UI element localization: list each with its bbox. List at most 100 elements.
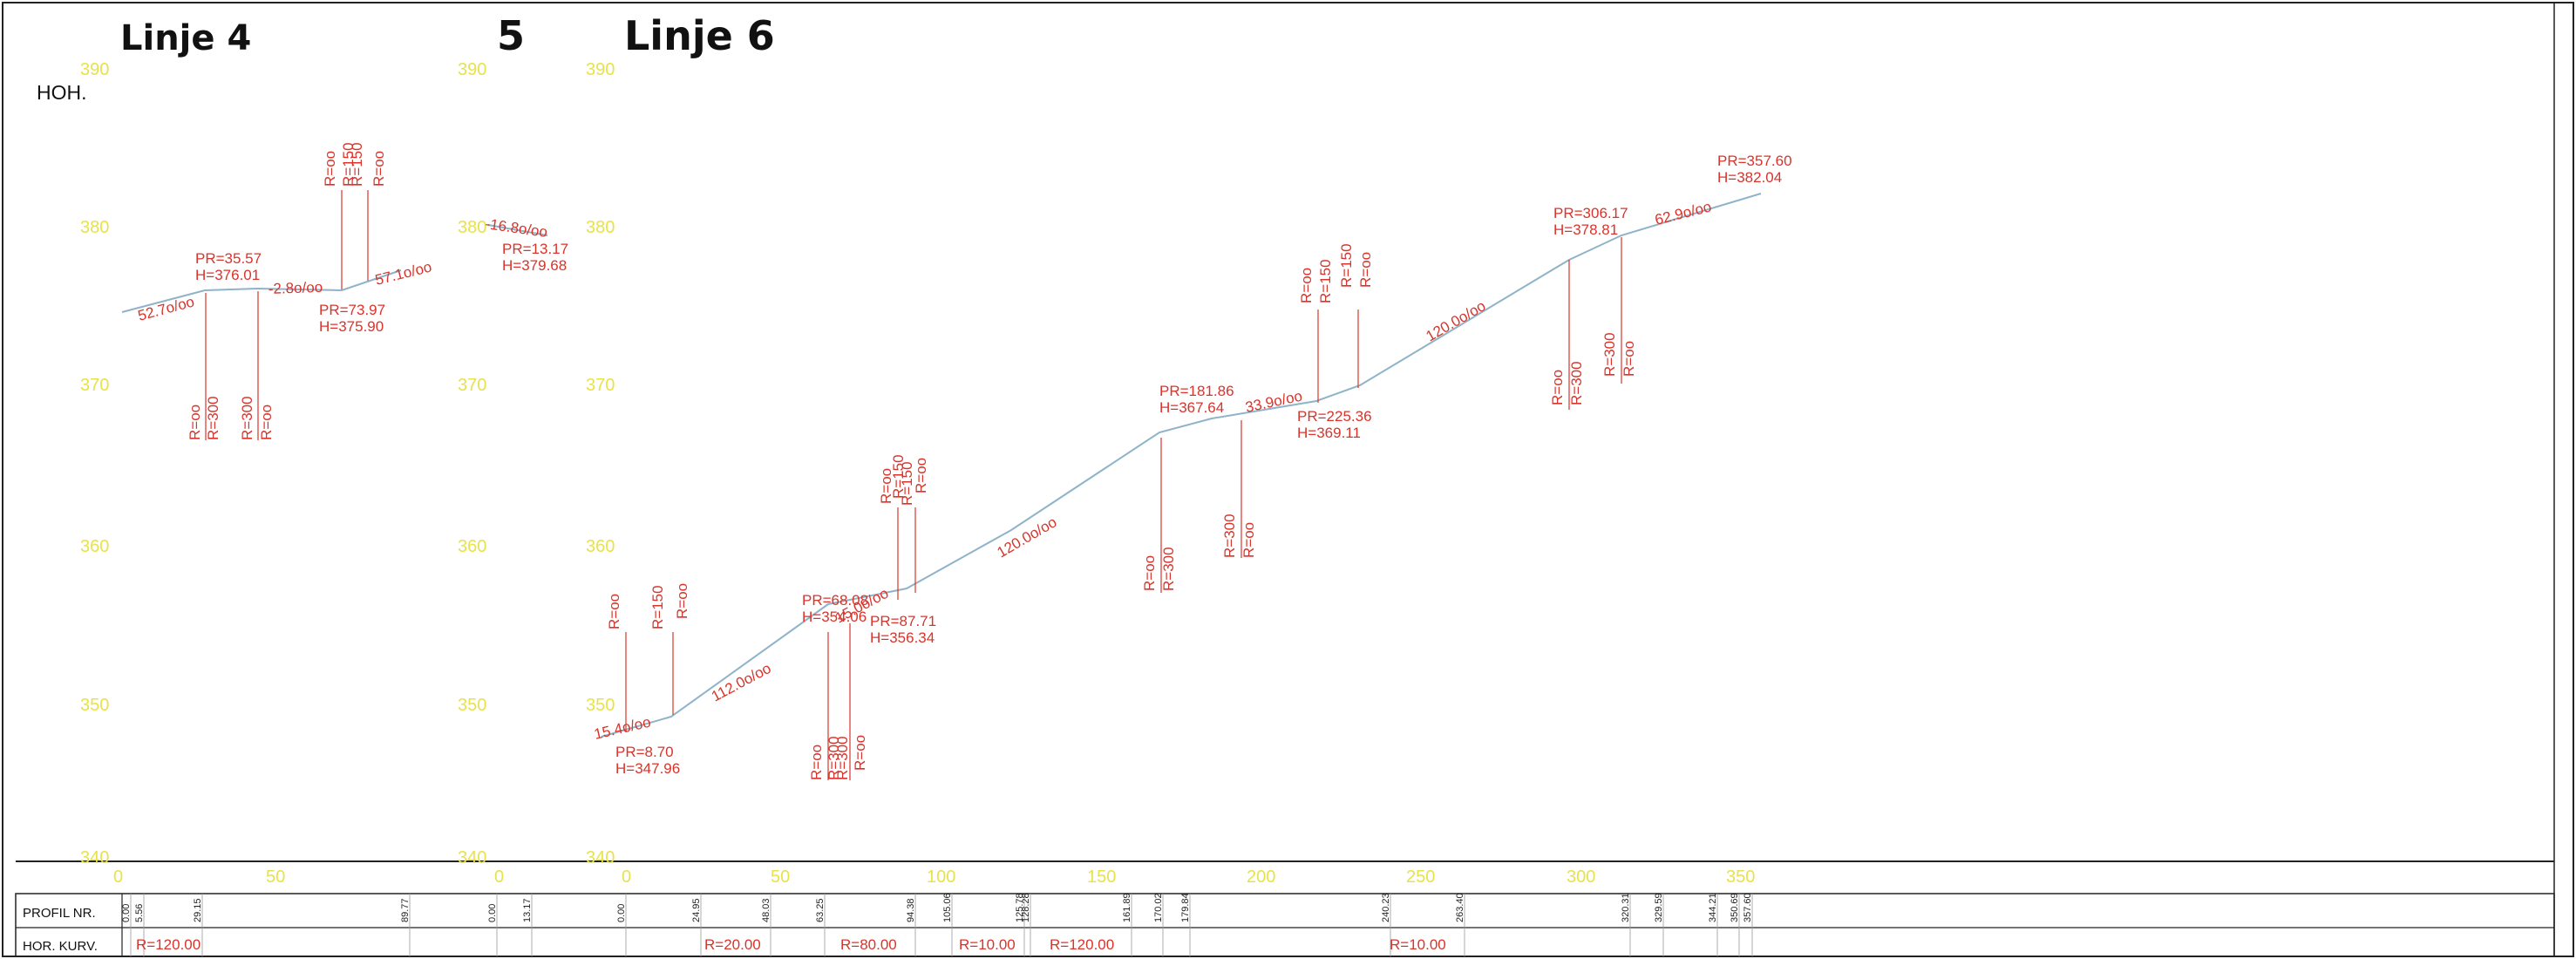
station-label: 13.17 <box>522 898 533 922</box>
radius-label: R=150 <box>899 461 915 506</box>
radius-label: R=oo <box>1298 268 1315 303</box>
x-tick: 250 <box>1406 867 1435 887</box>
station-label: 48.03 <box>761 898 771 922</box>
hor-kurv-value: R=120.00 <box>1050 936 1114 953</box>
point-pr: PR=73.97 <box>319 302 385 318</box>
x-tick: 50 <box>266 867 285 887</box>
point-h: H=367.64 <box>1159 399 1224 416</box>
bottom-bands: PROFIL NR. HOR. KURV. 0.00 5.56 29.15 89.77… <box>15 893 2555 957</box>
point-pr: PR=306.17 <box>1553 205 1628 221</box>
y-tick: 370 <box>458 376 486 395</box>
grade-label: 57.1o/oo <box>373 258 433 288</box>
y-tick: 340 <box>80 848 109 867</box>
x-tick: 300 <box>1567 867 1595 887</box>
point-h: H=379.68 <box>502 257 567 274</box>
radius-label: R=oo <box>1357 252 1374 288</box>
radius-label: R=oo <box>674 583 690 619</box>
radius-label: R=300 <box>205 396 221 440</box>
radius-label: R=300 <box>826 736 842 780</box>
grade-label: 15.4o/oo <box>593 713 653 742</box>
radius-label: R=oo <box>1549 370 1566 405</box>
grade-line-linje4 <box>121 269 402 313</box>
station-label: 161.89 <box>1122 893 1132 922</box>
point-h: H=378.81 <box>1553 221 1618 238</box>
point-h: H=369.11 <box>1297 425 1361 441</box>
grade-line-5 <box>487 224 548 236</box>
point-h: H=347.96 <box>615 760 680 777</box>
radius-label: R=300 <box>1221 514 1238 558</box>
grade-line-linje6 <box>601 193 1762 738</box>
radius-label: R=oo <box>913 458 929 493</box>
radius-label: R=300 <box>1160 547 1177 591</box>
hor-kurv-cells: R=120.00 R=20.00 R=80.00 R=10.00 R=120.00 R=1… <box>136 936 1446 953</box>
station-label: 357.60 <box>1743 893 1753 922</box>
station-label: 320.31 <box>1621 893 1631 922</box>
y-tick: 350 <box>80 696 109 715</box>
radius-label: R=150 <box>1317 259 1334 303</box>
radius-label: R=oo <box>852 735 868 771</box>
y-tick: 350 <box>586 696 615 715</box>
x-tick: 350 <box>1726 867 1755 887</box>
point-h: H=382.04 <box>1717 169 1782 186</box>
y-tick: 370 <box>80 376 109 395</box>
y-ticks-linje6: 390 380 370 360 350 340 <box>586 60 615 867</box>
y-ticks-5: 390 380 370 360 350 340 <box>458 60 486 867</box>
profil-station-ticks: 0.00 5.56 29.15 89.77 0.00 13.17 0.00 24.95 48.0… <box>121 893 1753 956</box>
title-linje-6: Linje 6 <box>624 12 775 59</box>
radius-label: R=150 <box>1338 243 1355 288</box>
radius-label: R=oo <box>370 151 387 187</box>
station-label: 128.28 <box>1021 893 1031 922</box>
x-tick: 0 <box>113 867 123 887</box>
point-h: H=376.01 <box>195 267 260 283</box>
point-pr: PR=13.17 <box>502 241 568 257</box>
radius-label: R=oo <box>1621 341 1637 377</box>
grade-label: 62.9o/oo <box>1653 198 1713 228</box>
bands-frame <box>15 893 2555 957</box>
station-label: 105.06 <box>942 893 953 922</box>
station-label: 263.40 <box>1455 893 1465 922</box>
radius-label: R=oo <box>1240 522 1257 558</box>
x-tick: 100 <box>927 867 955 887</box>
radius-label: R=300 <box>834 736 851 780</box>
profil-nr-label: PROFIL NR. <box>23 906 96 921</box>
radius-label: R=150 <box>890 454 907 499</box>
radius-label: R=oo <box>606 594 622 629</box>
station-label: 0.00 <box>616 904 627 922</box>
point-pr: PR=181.86 <box>1159 383 1234 399</box>
radius-leaders-linje4 <box>205 190 369 440</box>
y-tick: 360 <box>458 537 486 556</box>
radius-label: R=300 <box>239 396 255 440</box>
radius-label: R=300 <box>1568 361 1585 405</box>
y-tick: 360 <box>586 537 615 556</box>
point-pr: PR=8.70 <box>615 744 674 760</box>
station-label: 29.15 <box>193 898 203 922</box>
station-label: 329.59 <box>1654 893 1664 922</box>
station-label: 94.38 <box>906 898 916 922</box>
station-label: 0.00 <box>121 904 132 922</box>
point-pr: PR=357.60 <box>1717 153 1792 169</box>
station-label: 24.95 <box>691 898 702 922</box>
radius-label: R=150 <box>349 142 365 187</box>
hor-kurv-value: R=80.00 <box>840 936 897 953</box>
grade-label: 52.7o/oo <box>136 293 196 323</box>
title-linje-4: Linje 4 <box>120 18 251 58</box>
x-tick: 200 <box>1247 867 1275 887</box>
radius-leaders-linje6 <box>625 237 1622 780</box>
hoh-axis-label: HOH. <box>37 81 87 104</box>
station-label: 170.02 <box>1153 893 1164 922</box>
station-label: 5.56 <box>134 904 145 922</box>
point-pr: PR=68.08 <box>802 592 868 609</box>
y-tick: 390 <box>586 60 615 79</box>
hor-kurv-value: R=120.00 <box>136 936 201 953</box>
radius-label: R=oo <box>258 405 275 440</box>
y-ticks-linje4: 390 380 370 360 350 340 <box>80 60 109 867</box>
station-label: 63.25 <box>815 898 826 922</box>
y-tick: 390 <box>80 60 109 79</box>
grade-label: -2.8o/oo <box>268 279 323 297</box>
radius-label: R=oo <box>878 468 894 504</box>
y-tick: 380 <box>586 218 615 237</box>
x-tick: 150 <box>1087 867 1116 887</box>
y-tick: 380 <box>458 218 486 237</box>
